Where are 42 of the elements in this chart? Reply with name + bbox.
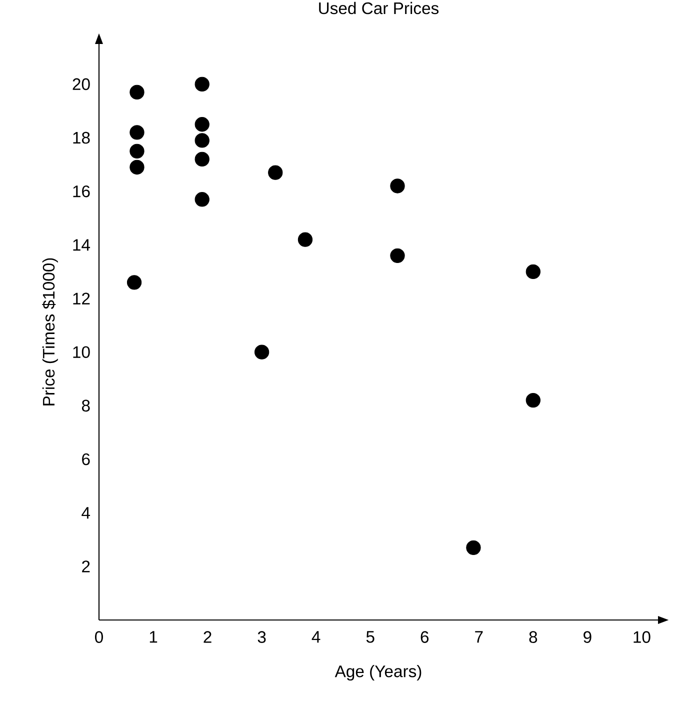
- point: [130, 144, 144, 158]
- point: [126, 275, 142, 290]
- point: [390, 178, 405, 194]
- y-tick-label: 16: [73, 185, 90, 198]
- x-tick-label: 3: [258, 631, 266, 643]
- point: [194, 133, 210, 148]
- point: [254, 344, 270, 360]
- point: [130, 84, 144, 100]
- x-axis-title: Age (Years): [334, 664, 422, 681]
- point: [194, 76, 210, 92]
- x-tick-label: 2: [204, 631, 212, 643]
- point: [130, 160, 144, 175]
- y-tick-label: 8: [82, 400, 90, 412]
- x-tick-label: 1: [150, 631, 158, 643]
- x-tick-label: 5: [366, 631, 374, 643]
- x-tick-label: 0: [95, 631, 103, 643]
- point: [298, 232, 313, 247]
- point: [466, 540, 481, 555]
- y-tick-label: 10: [73, 346, 90, 358]
- x-tick-label: 4: [312, 631, 320, 643]
- y-axis-title: Price (Times $1000): [42, 258, 58, 406]
- point: [194, 117, 210, 132]
- x-tick-label: 10: [634, 631, 650, 643]
- x-tick-label: 9: [584, 631, 592, 643]
- y-tick-label: 20: [72, 78, 90, 90]
- y-tick-label: 12: [73, 292, 90, 304]
- point: [268, 165, 283, 180]
- y-tick-label: 14: [73, 239, 90, 251]
- point: [130, 125, 144, 140]
- point: [194, 152, 210, 167]
- y-tick-label: 4: [82, 507, 90, 519]
- point: [526, 392, 541, 408]
- x-tick-label: 6: [420, 631, 429, 643]
- x-tick-label: 8: [529, 631, 538, 643]
- point: [390, 248, 405, 263]
- y-tick-label: 6: [82, 453, 90, 466]
- point: [526, 264, 541, 280]
- chart-title: Used Car Prices: [319, 2, 439, 14]
- y-tick-label: 18: [73, 132, 90, 144]
- y-tick-label: 2: [82, 560, 90, 572]
- x-tick-label: 7: [475, 631, 483, 643]
- point: [194, 192, 210, 207]
